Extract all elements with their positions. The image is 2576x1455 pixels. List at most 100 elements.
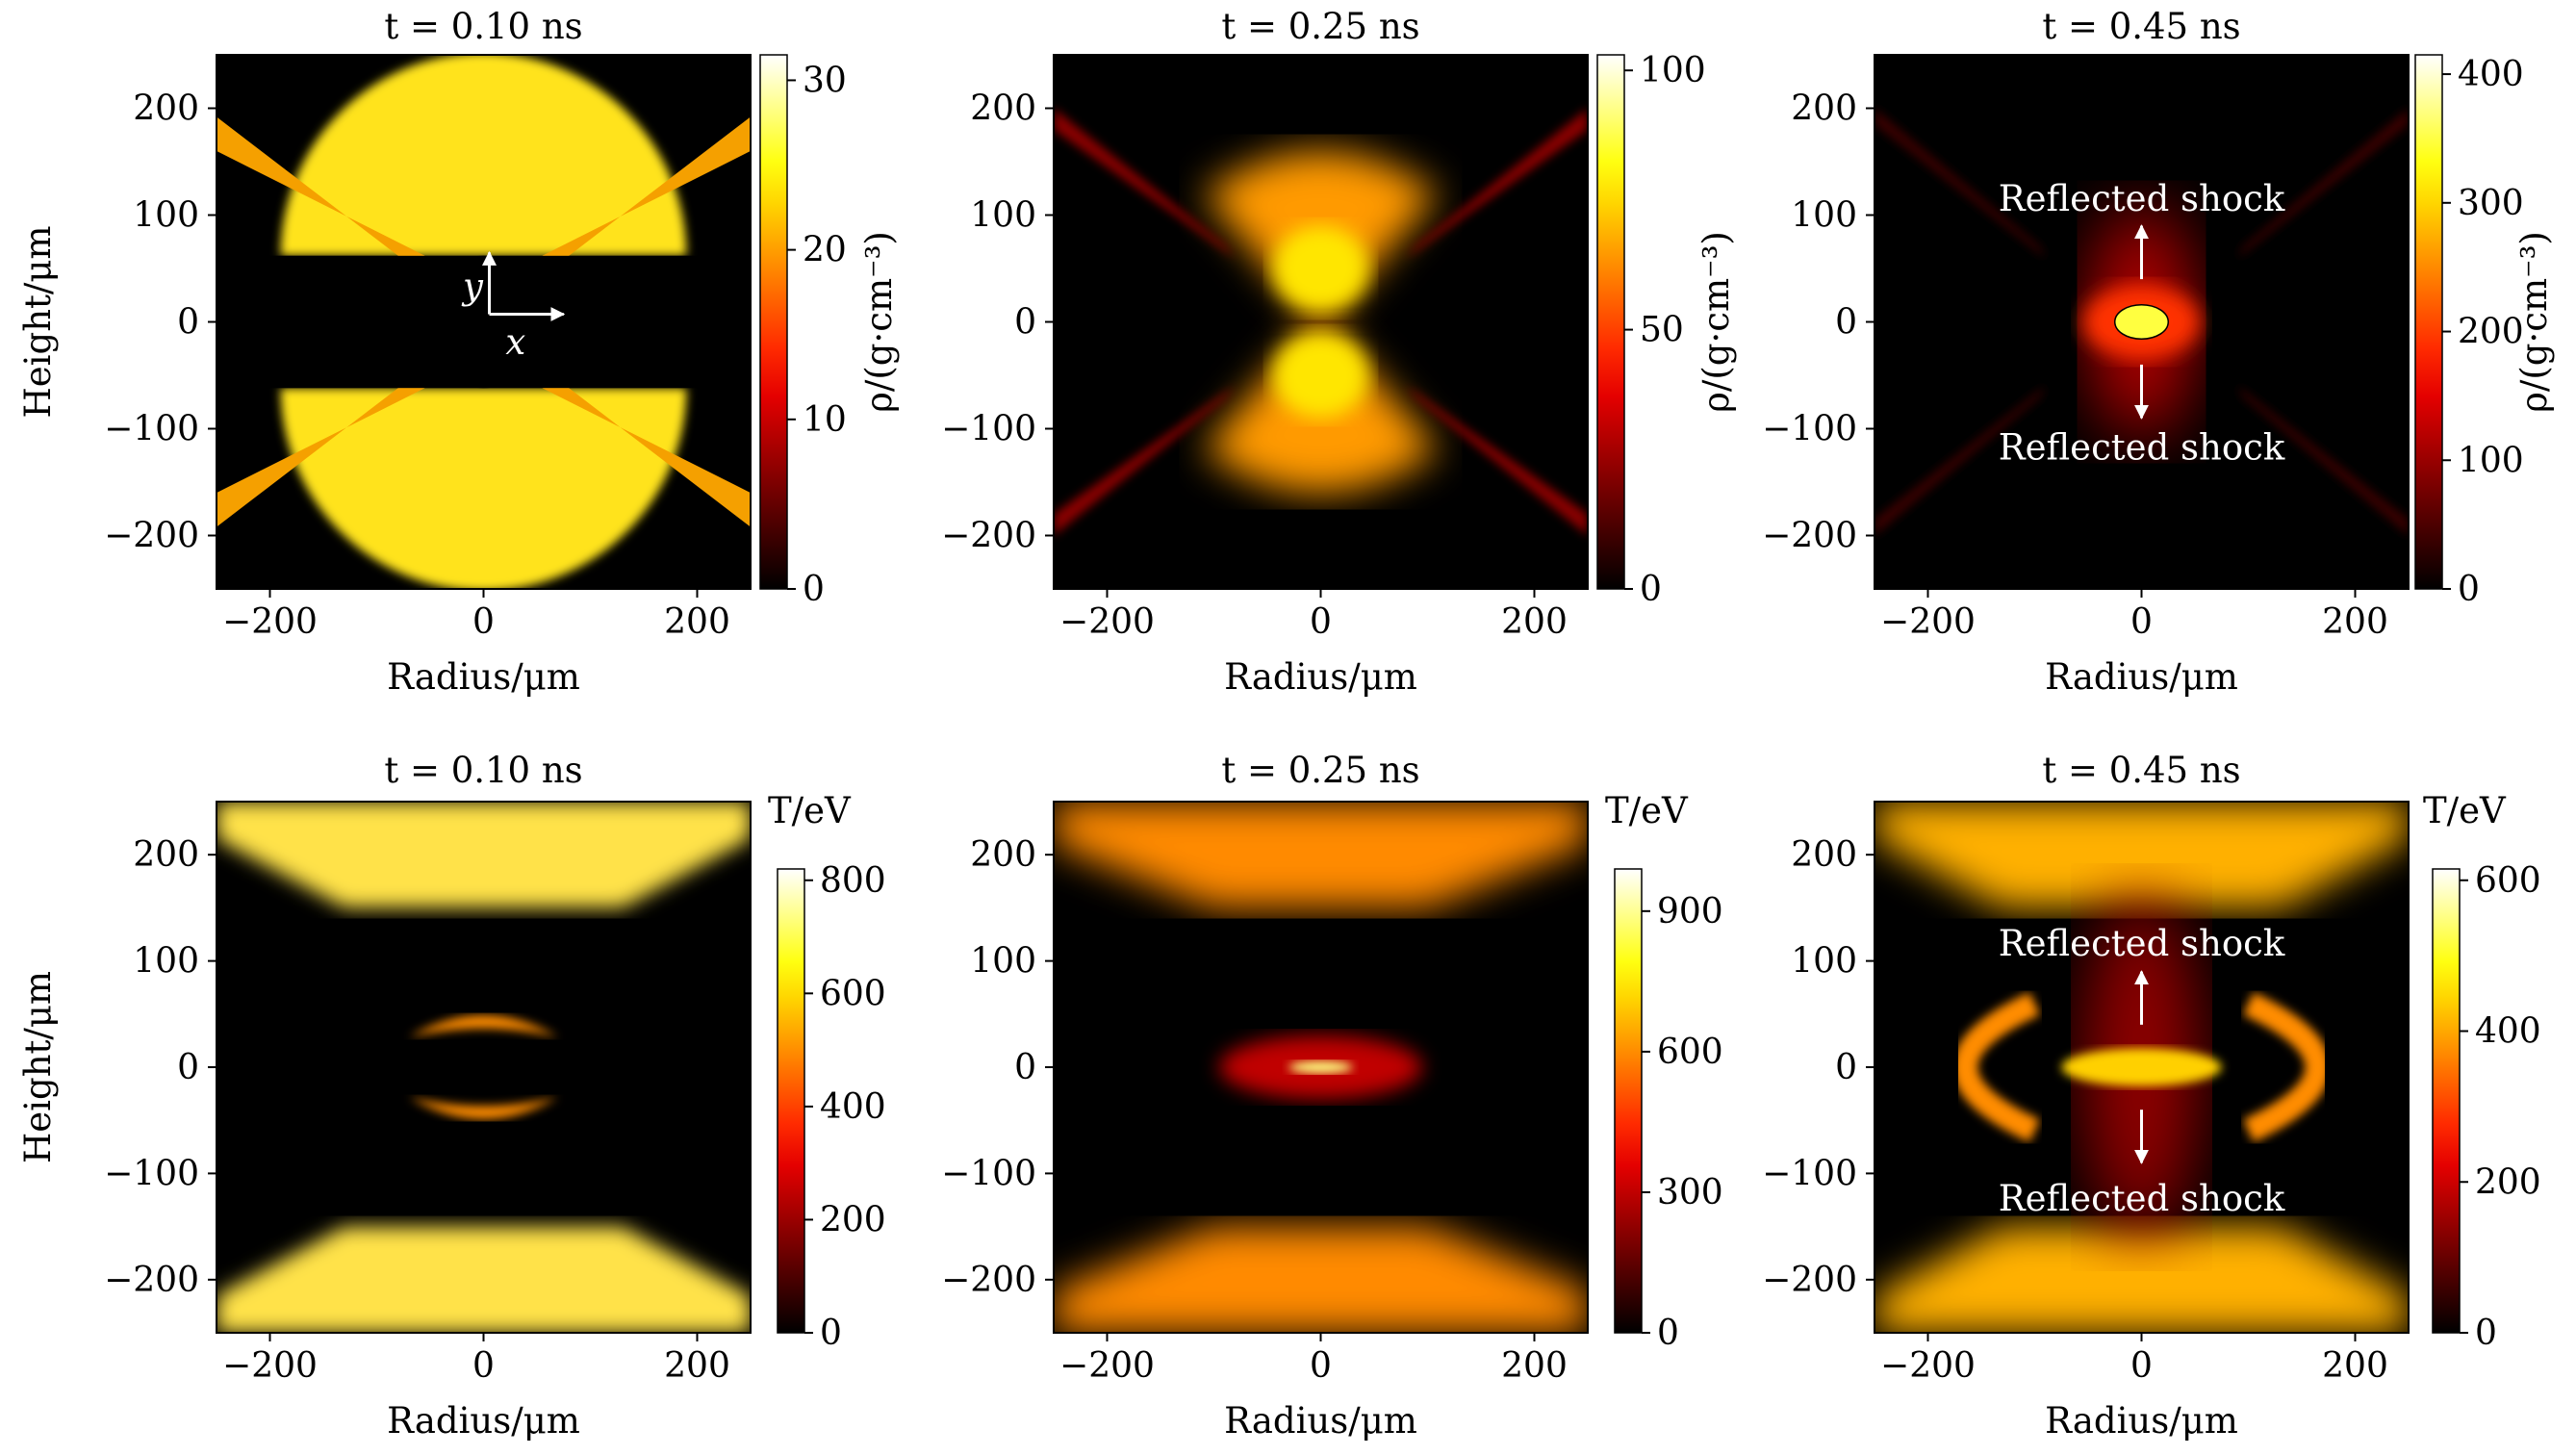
x-tick-label: −200 — [1880, 1346, 1976, 1386]
x-tick-label: 0 — [1310, 1346, 1332, 1386]
x-tick-label: 200 — [1501, 602, 1568, 642]
heatmap-image — [1054, 802, 1588, 1333]
reflected-shock-label: Reflected shock — [1999, 1178, 2285, 1219]
x-axis-label: Radius/μm — [1224, 1400, 1417, 1442]
colorbar-tick-label: 0 — [2458, 570, 2480, 609]
colorbar-tick-label: 0 — [1657, 1314, 1679, 1353]
colorbar-tick-label: 50 — [1640, 311, 1684, 350]
reflected-shock-label: Reflected shock — [1999, 923, 2285, 964]
colorbar — [777, 868, 805, 1334]
y-tick-label: −200 — [104, 517, 199, 556]
x-tick-label: 0 — [2130, 602, 2153, 642]
panel-title: t = 0.10 ns — [384, 750, 582, 791]
colorbar-tick-label: 400 — [820, 1087, 886, 1127]
y-tick-label: −200 — [941, 1261, 1036, 1300]
panel-title: t = 0.25 ns — [1221, 6, 1419, 47]
colorbar-tick-label: 800 — [820, 861, 886, 901]
colorbar-tick-label: 400 — [2458, 55, 2524, 94]
y-tick-label: 0 — [1835, 1048, 1857, 1087]
colorbar-tick-label: 20 — [803, 231, 847, 270]
panel-3: t = 0.45 ns −200 0 200 200 100 0 −100 −200 Radius… — [1762, 6, 2555, 698]
colorbar-tick-label: 10 — [803, 400, 847, 440]
y-tick-label: 200 — [970, 835, 1036, 875]
colorbar-label: T/eV — [1605, 790, 1689, 831]
colorbar-tick-label: 600 — [1657, 1033, 1723, 1072]
heatmap-image — [1875, 802, 2409, 1333]
reflected-shock-label: Reflected shock — [1999, 426, 2285, 468]
x-axis-label: Radius/μm — [1224, 656, 1417, 698]
colorbar-tick-label: 600 — [820, 974, 886, 1013]
x-tick-label: 0 — [472, 602, 495, 642]
panel-title: t = 0.25 ns — [1221, 750, 1419, 791]
panel-title: t = 0.45 ns — [2042, 750, 2240, 791]
x-tick-label: −200 — [1059, 1346, 1155, 1386]
panel-4: t = 0.10 ns −200 0 200 200 100 0 −100 −200 Radius… — [17, 750, 886, 1442]
colorbar-tick-label: 100 — [2458, 441, 2524, 480]
y-tick-label: −200 — [941, 517, 1036, 556]
colorbar-tick-label: 200 — [820, 1200, 886, 1239]
colorbar-tick-label: 100 — [1640, 51, 1706, 90]
panel-title: t = 0.45 ns — [2042, 6, 2240, 47]
x-axis-label: Radius/μm — [2045, 656, 2238, 698]
y-tick-label: −100 — [1762, 410, 1857, 449]
y-tick-label: −100 — [104, 410, 199, 449]
colorbar — [759, 54, 788, 590]
x-tick-label: −200 — [1880, 602, 1976, 642]
y-tick-label: 100 — [133, 942, 199, 982]
colorbar-label: ρ/(g·cm⁻³) — [858, 231, 900, 413]
y-tick-label: −100 — [941, 1154, 1036, 1193]
x-tick-label: −200 — [1059, 602, 1155, 642]
y-tick-label: 0 — [177, 1048, 199, 1087]
panel-5: t = 0.25 ns −200 0 200 200 100 0 −100 −200 Radius… — [941, 750, 1723, 1442]
y-tick-label: −100 — [104, 1154, 199, 1193]
y-tick-label: 200 — [133, 89, 199, 129]
y-tick-label: −100 — [941, 410, 1036, 449]
y-tick-label: −200 — [1762, 517, 1857, 556]
panel-title: t = 0.10 ns — [384, 6, 582, 47]
y-tick-label: 100 — [1791, 942, 1857, 982]
annotation-x: x — [505, 321, 525, 363]
colorbar-tick-label: 300 — [1657, 1173, 1723, 1212]
panel-1: t = 0.10 ns−200 0 2002001000−100−200Radius… — [17, 6, 900, 698]
y-tick-label: 200 — [1791, 835, 1857, 875]
colorbar-tick-label: 300 — [2458, 184, 2524, 223]
y-tick-label: −200 — [1762, 1261, 1857, 1300]
colorbar-label: ρ/(g·cm⁻³) — [2513, 231, 2555, 413]
y-tick-label: 100 — [133, 196, 199, 236]
x-tick-label: 0 — [1310, 602, 1332, 642]
x-tick-label: 200 — [664, 1346, 730, 1386]
colorbar-tick-label: 200 — [2458, 313, 2524, 352]
x-axis-label: Radius/μm — [2045, 1400, 2238, 1442]
y-tick-label: 100 — [970, 196, 1036, 236]
colorbar-tick-label: 400 — [2475, 1012, 2541, 1052]
x-tick-label: 200 — [2322, 1346, 2388, 1386]
x-axis-label: Radius/μm — [387, 1400, 580, 1442]
colorbar-label: ρ/(g·cm⁻³) — [1696, 231, 1737, 413]
y-tick-label: 0 — [1835, 303, 1857, 343]
panel-6: t = 0.45 ns −200 0 200 200 100 0 −100 −200 Radius… — [1762, 750, 2541, 1442]
y-tick-label: 0 — [1014, 303, 1036, 343]
y-tick-label: 100 — [970, 942, 1036, 982]
heatmap-image — [1875, 55, 2409, 589]
y-tick-label: 200 — [133, 835, 199, 875]
colorbar-tick-label: 0 — [2475, 1314, 2497, 1353]
colorbar-tick-label: 30 — [803, 61, 847, 100]
colorbar-label: T/eV — [2423, 790, 2507, 831]
colorbar — [1596, 54, 1625, 590]
y-tick-label: 0 — [177, 303, 199, 343]
y-tick-label: −100 — [1762, 1154, 1857, 1193]
y-tick-label: 200 — [970, 89, 1036, 129]
colorbar-tick-label: 900 — [1657, 892, 1723, 932]
colorbar-tick-label: 200 — [2475, 1162, 2541, 1202]
x-tick-label: −200 — [222, 602, 318, 642]
x-tick-label: 200 — [2322, 602, 2388, 642]
y-tick-label: 100 — [1791, 196, 1857, 236]
colorbar-label: T/eV — [768, 790, 852, 831]
y-axis-label: Height/μm — [17, 971, 59, 1163]
y-tick-label: 200 — [1791, 89, 1857, 129]
reflected-shock-label: Reflected shock — [1999, 178, 2285, 219]
heatmap-image — [217, 802, 751, 1333]
heatmap-image — [1054, 55, 1588, 589]
colorbar-tick-label: 600 — [2475, 861, 2541, 901]
colorbar — [2432, 868, 2461, 1334]
